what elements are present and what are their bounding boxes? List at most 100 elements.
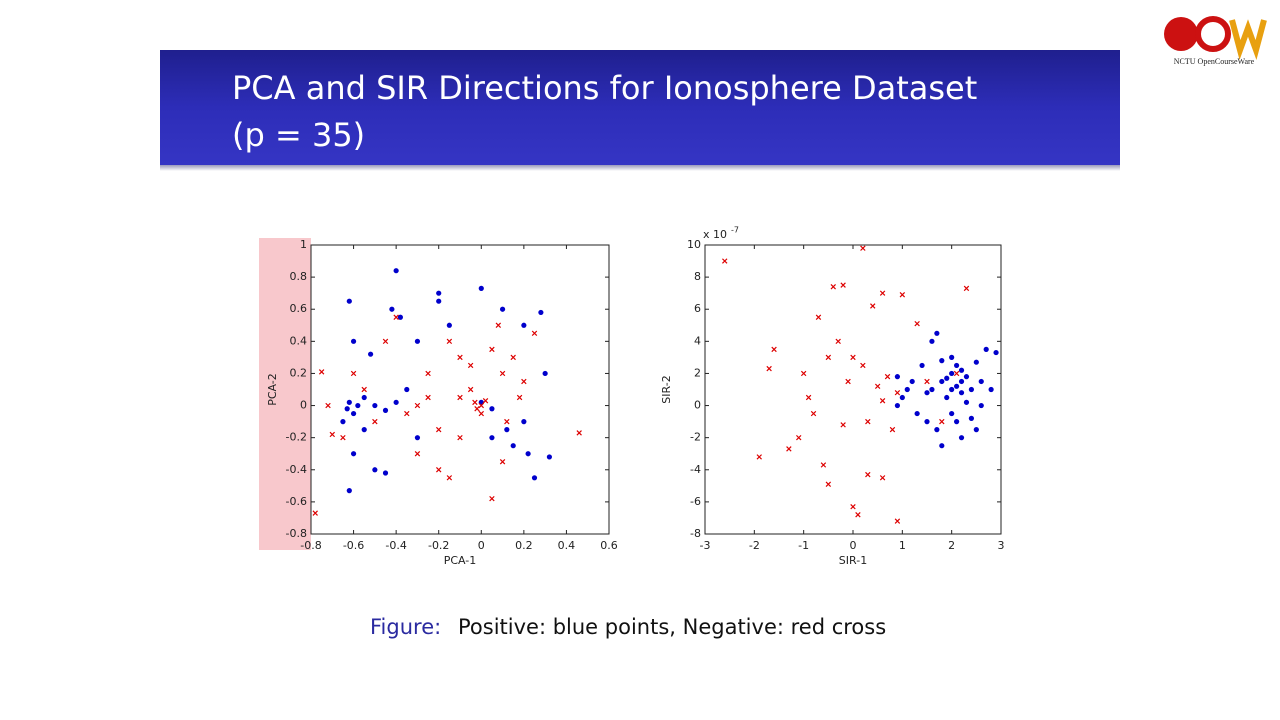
point	[954, 383, 960, 389]
point	[860, 245, 866, 251]
y-tick-label: 0.8	[290, 270, 308, 283]
point	[538, 309, 544, 316]
x-tick-label: 0.6	[600, 539, 618, 552]
x-tick-label: -0.8	[300, 539, 321, 552]
point	[489, 435, 495, 441]
point	[350, 410, 357, 417]
point	[516, 394, 523, 401]
point	[325, 402, 331, 409]
point	[382, 407, 389, 413]
point	[771, 346, 777, 353]
y-tick-label: 1	[300, 238, 307, 251]
logo: NCTU OpenCourseWare	[1164, 16, 1267, 66]
y-tick-label: 8	[694, 270, 701, 283]
point	[845, 378, 851, 385]
point	[361, 427, 367, 433]
point	[521, 378, 527, 385]
point	[472, 399, 478, 406]
point	[435, 467, 442, 473]
caption-label: Figure:	[370, 615, 441, 639]
point	[482, 398, 489, 404]
x-axis-label: PCA-1	[444, 554, 477, 567]
point	[722, 258, 728, 264]
point	[499, 370, 506, 377]
point	[404, 386, 410, 393]
point	[840, 422, 846, 428]
point	[786, 446, 792, 452]
x-tick-label: 1	[899, 539, 906, 552]
point	[414, 435, 421, 441]
x-tick-label: 0	[850, 539, 857, 552]
logo-text: NCTU OpenCourseWare	[1174, 57, 1255, 66]
point	[436, 298, 442, 304]
point	[329, 431, 336, 438]
point	[474, 406, 480, 412]
point	[879, 398, 886, 404]
y-tick-label: 0.6	[290, 302, 308, 315]
point	[949, 410, 955, 417]
point	[870, 303, 876, 309]
point	[909, 378, 915, 385]
y-tick-label: 4	[694, 334, 701, 347]
y-tick-label: 0.4	[290, 334, 308, 347]
point	[393, 399, 399, 405]
point	[924, 419, 930, 425]
point	[914, 320, 920, 327]
point	[504, 418, 510, 425]
point	[810, 410, 817, 417]
point	[312, 510, 318, 516]
point	[457, 354, 463, 361]
point	[879, 290, 886, 296]
point	[361, 386, 367, 393]
point	[865, 418, 871, 425]
point	[510, 443, 516, 449]
point	[318, 369, 325, 375]
point	[382, 338, 389, 345]
point	[850, 354, 856, 361]
point	[425, 370, 431, 377]
point	[973, 427, 979, 433]
point	[929, 386, 935, 393]
point	[894, 518, 901, 524]
point	[350, 370, 357, 377]
point	[894, 402, 901, 409]
point	[414, 338, 421, 344]
point	[914, 410, 920, 417]
point	[815, 314, 822, 320]
point	[949, 370, 955, 377]
y-tick-label: -0.4	[286, 463, 307, 476]
point	[796, 434, 802, 441]
point	[499, 306, 506, 312]
point	[436, 290, 442, 296]
point	[489, 346, 495, 353]
x-tick-label: -0.2	[428, 539, 449, 552]
point	[766, 365, 772, 372]
x-tick-label: 3	[998, 539, 1005, 552]
point	[954, 362, 960, 369]
point	[446, 338, 453, 345]
y-tick-label: 0	[300, 399, 307, 412]
point	[361, 394, 367, 401]
point	[954, 419, 960, 425]
x-tick-label: 0	[478, 539, 485, 552]
point	[350, 451, 357, 457]
point	[983, 346, 989, 352]
point	[340, 419, 346, 425]
point	[504, 427, 510, 433]
caption-text: Positive: blue points, Negative: red cro…	[458, 615, 886, 639]
point	[531, 330, 538, 337]
point	[924, 378, 930, 385]
point	[894, 389, 901, 396]
point	[457, 394, 463, 401]
point	[904, 386, 910, 393]
point	[963, 399, 970, 405]
point	[446, 322, 452, 328]
point	[446, 475, 453, 481]
plot-frame	[310, 244, 610, 535]
point	[495, 322, 502, 329]
point	[344, 406, 350, 412]
point	[521, 419, 527, 425]
point	[340, 434, 346, 441]
point	[346, 399, 352, 405]
